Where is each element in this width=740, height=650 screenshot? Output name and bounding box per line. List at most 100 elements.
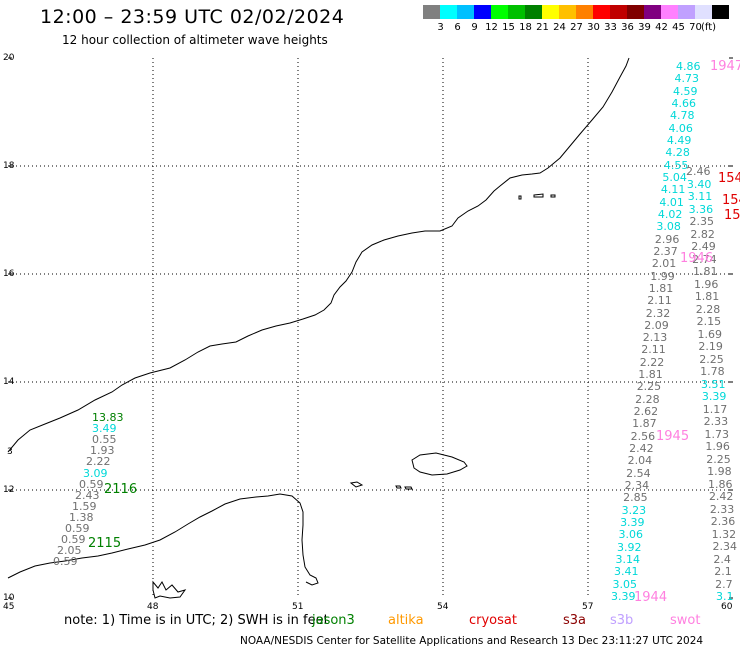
wave-height-label: 2.1 bbox=[714, 565, 732, 578]
wave-height-label: 4.59 bbox=[672, 84, 698, 98]
wave-height-label: 2.05 bbox=[57, 544, 82, 558]
wave-height-label: 2.33 bbox=[703, 415, 729, 428]
lon-tick-label: 48 bbox=[147, 602, 159, 612]
wave-height-label: 2.43 bbox=[75, 488, 100, 502]
wave-height-label: 3.11 bbox=[687, 190, 713, 203]
wave-height-label: 2.54 bbox=[626, 466, 651, 480]
wave-height-label: 1.93 bbox=[90, 444, 115, 458]
legend-label: 36 bbox=[621, 22, 634, 33]
credit-line: NOAA/NESDIS Center for Satellite Applica… bbox=[240, 635, 704, 647]
wave-height-label: 4.11 bbox=[660, 183, 686, 197]
wave-height-label: 4.78 bbox=[669, 109, 695, 123]
wave-height-label: 3.1 bbox=[716, 590, 734, 603]
wave-height-label: 2.74 bbox=[692, 252, 717, 266]
legend-swatch bbox=[627, 5, 644, 19]
lat-tick-label: 16 bbox=[3, 269, 15, 279]
legend-swatch bbox=[474, 5, 491, 19]
wave-height-label: 0.59 bbox=[61, 533, 86, 547]
track-time-label: 154 bbox=[718, 171, 740, 186]
wave-height-label: 1.78 bbox=[700, 365, 725, 378]
track-time-label: 1944 bbox=[634, 590, 668, 605]
wave-height-label: 0.59 bbox=[53, 555, 78, 569]
legend-swatch bbox=[559, 5, 576, 19]
legend-label: 6 bbox=[454, 22, 461, 33]
legend-swatch bbox=[610, 5, 627, 19]
arabian-coastline bbox=[7, 57, 630, 453]
wave-height-label: 2.62 bbox=[633, 405, 659, 419]
wave-height-label: 3.23 bbox=[621, 503, 647, 517]
satellite-label-cryosat: cryosat bbox=[469, 613, 517, 628]
legend-label: 15 bbox=[502, 22, 515, 33]
wave-height-label: 4.06 bbox=[668, 121, 693, 135]
wave-height-label: 3.14 bbox=[615, 553, 641, 567]
wave-height-label: 4.28 bbox=[665, 146, 690, 160]
wave-height-label: 3.39 bbox=[611, 590, 636, 603]
track-time-label: 1947 bbox=[710, 59, 740, 74]
legend-swatch bbox=[678, 5, 695, 19]
wave-height-label: 2.09 bbox=[644, 318, 669, 332]
wave-height-label: 3.40 bbox=[686, 177, 712, 191]
wave-height-label: 2.7 bbox=[715, 577, 733, 591]
wave-height-label: 2.25 bbox=[636, 380, 662, 394]
legend-swatch bbox=[508, 5, 525, 19]
legend-label: 39 bbox=[638, 22, 651, 33]
islet-1 bbox=[349, 481, 364, 488]
satellite-label-s3b: s3b bbox=[610, 613, 634, 628]
wave-height-label: 3.51 bbox=[701, 377, 726, 391]
wave-height-label: 2.22 bbox=[86, 455, 111, 469]
satellite-label-swot: swot bbox=[670, 613, 701, 628]
wave-height-label: 4.49 bbox=[666, 133, 692, 147]
wave-height-label: 3.36 bbox=[688, 202, 714, 216]
wave-height-label: 1.38 bbox=[69, 510, 94, 524]
legend-swatch bbox=[644, 5, 661, 19]
wave-height-label: 1.81 bbox=[693, 265, 718, 278]
wave-height-label: 1.99 bbox=[650, 269, 675, 283]
wave-height-label: 2.49 bbox=[691, 240, 716, 253]
lat-tick-label: 18 bbox=[3, 161, 15, 171]
wave-height-label: 2.01 bbox=[651, 257, 677, 271]
wave-height-label: 2.15 bbox=[696, 315, 722, 328]
lon-tick-label: 54 bbox=[437, 602, 449, 612]
wave-height-label: 2.32 bbox=[645, 306, 671, 320]
legend-label: 42 bbox=[655, 22, 668, 33]
legend-label: 9 bbox=[471, 22, 478, 33]
wave-height-label: 4.01 bbox=[659, 195, 684, 209]
wave-height-label: 1.81 bbox=[648, 281, 674, 295]
wave-height-label: 1.17 bbox=[702, 402, 728, 416]
islet-3 bbox=[404, 486, 413, 490]
somalia-coastline bbox=[7, 493, 319, 586]
wave-height-label: 4.86 bbox=[676, 60, 701, 73]
wave-height-label: 3.92 bbox=[617, 540, 642, 554]
wave-height-label: 1.69 bbox=[697, 327, 722, 341]
wave-height-label: 2.35 bbox=[689, 215, 715, 228]
wave-height-label: 2.56 bbox=[630, 429, 656, 443]
lat-tick-label: 3 bbox=[7, 447, 13, 457]
map-frame bbox=[8, 57, 733, 599]
wave-height-label: 2.22 bbox=[639, 355, 665, 369]
legend-label: 45 bbox=[672, 22, 685, 33]
wave-height-label: 2.42 bbox=[708, 490, 734, 503]
legend-label: 12 bbox=[485, 22, 498, 33]
wave-height-label: 2.42 bbox=[629, 442, 654, 456]
wave-height-label: 3.05 bbox=[612, 577, 638, 591]
wave-height-label: 0.59 bbox=[65, 522, 90, 535]
track-time-label: 154 bbox=[722, 193, 740, 208]
legend-swatch bbox=[525, 5, 542, 19]
satellite-label-altika: altika bbox=[388, 613, 424, 628]
lat-tick-label: 14 bbox=[3, 377, 15, 387]
wave-height-label: 2.96 bbox=[654, 232, 680, 246]
legend-swatch bbox=[542, 5, 559, 19]
track-time-label: 1945 bbox=[656, 429, 690, 444]
wave-height-label: 2.13 bbox=[642, 331, 668, 345]
lon-tick-label: 45 bbox=[3, 602, 15, 612]
legend-swatch bbox=[695, 5, 712, 19]
wave-height-label: 2.46 bbox=[686, 165, 711, 178]
wave-height-label: 3.09 bbox=[83, 466, 108, 480]
wave-height-label: 1.73 bbox=[704, 427, 730, 441]
islet-4 bbox=[518, 195, 522, 200]
wave-height-label: 2.36 bbox=[710, 515, 736, 528]
legend-swatch bbox=[440, 5, 457, 19]
wave-height-label: 1.96 bbox=[705, 440, 730, 453]
islet-5 bbox=[533, 193, 544, 198]
track-time-label: 2115 bbox=[88, 536, 122, 551]
